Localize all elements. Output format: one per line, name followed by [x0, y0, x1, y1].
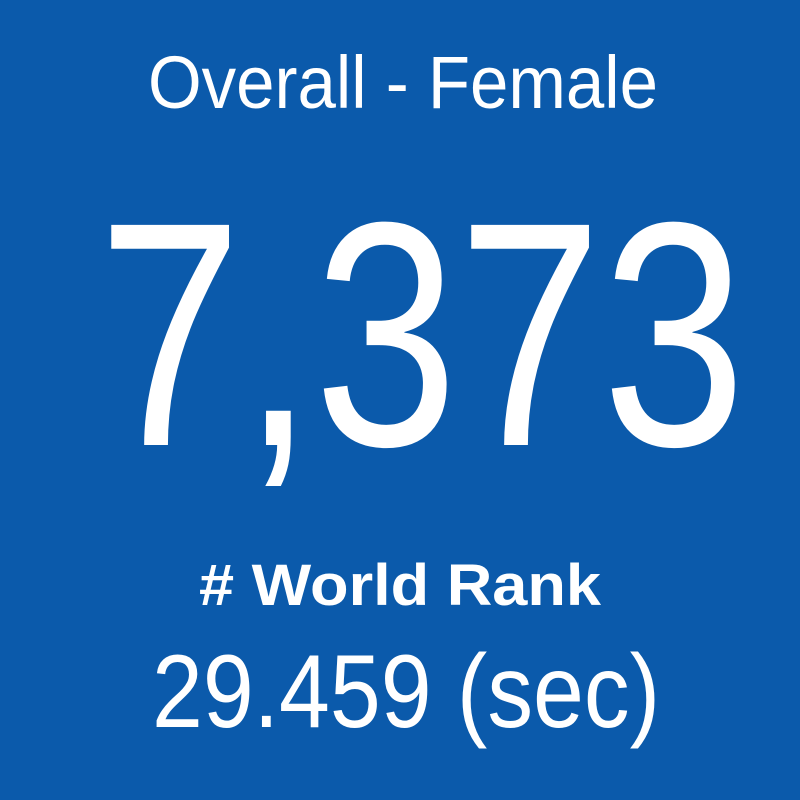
tile-title: Overall - Female — [148, 41, 658, 124]
tile-value: 7,373 — [98, 155, 746, 513]
tile-label: # World Rank — [199, 553, 602, 618]
tile-subvalue: 29.459 (sec) — [152, 634, 660, 750]
